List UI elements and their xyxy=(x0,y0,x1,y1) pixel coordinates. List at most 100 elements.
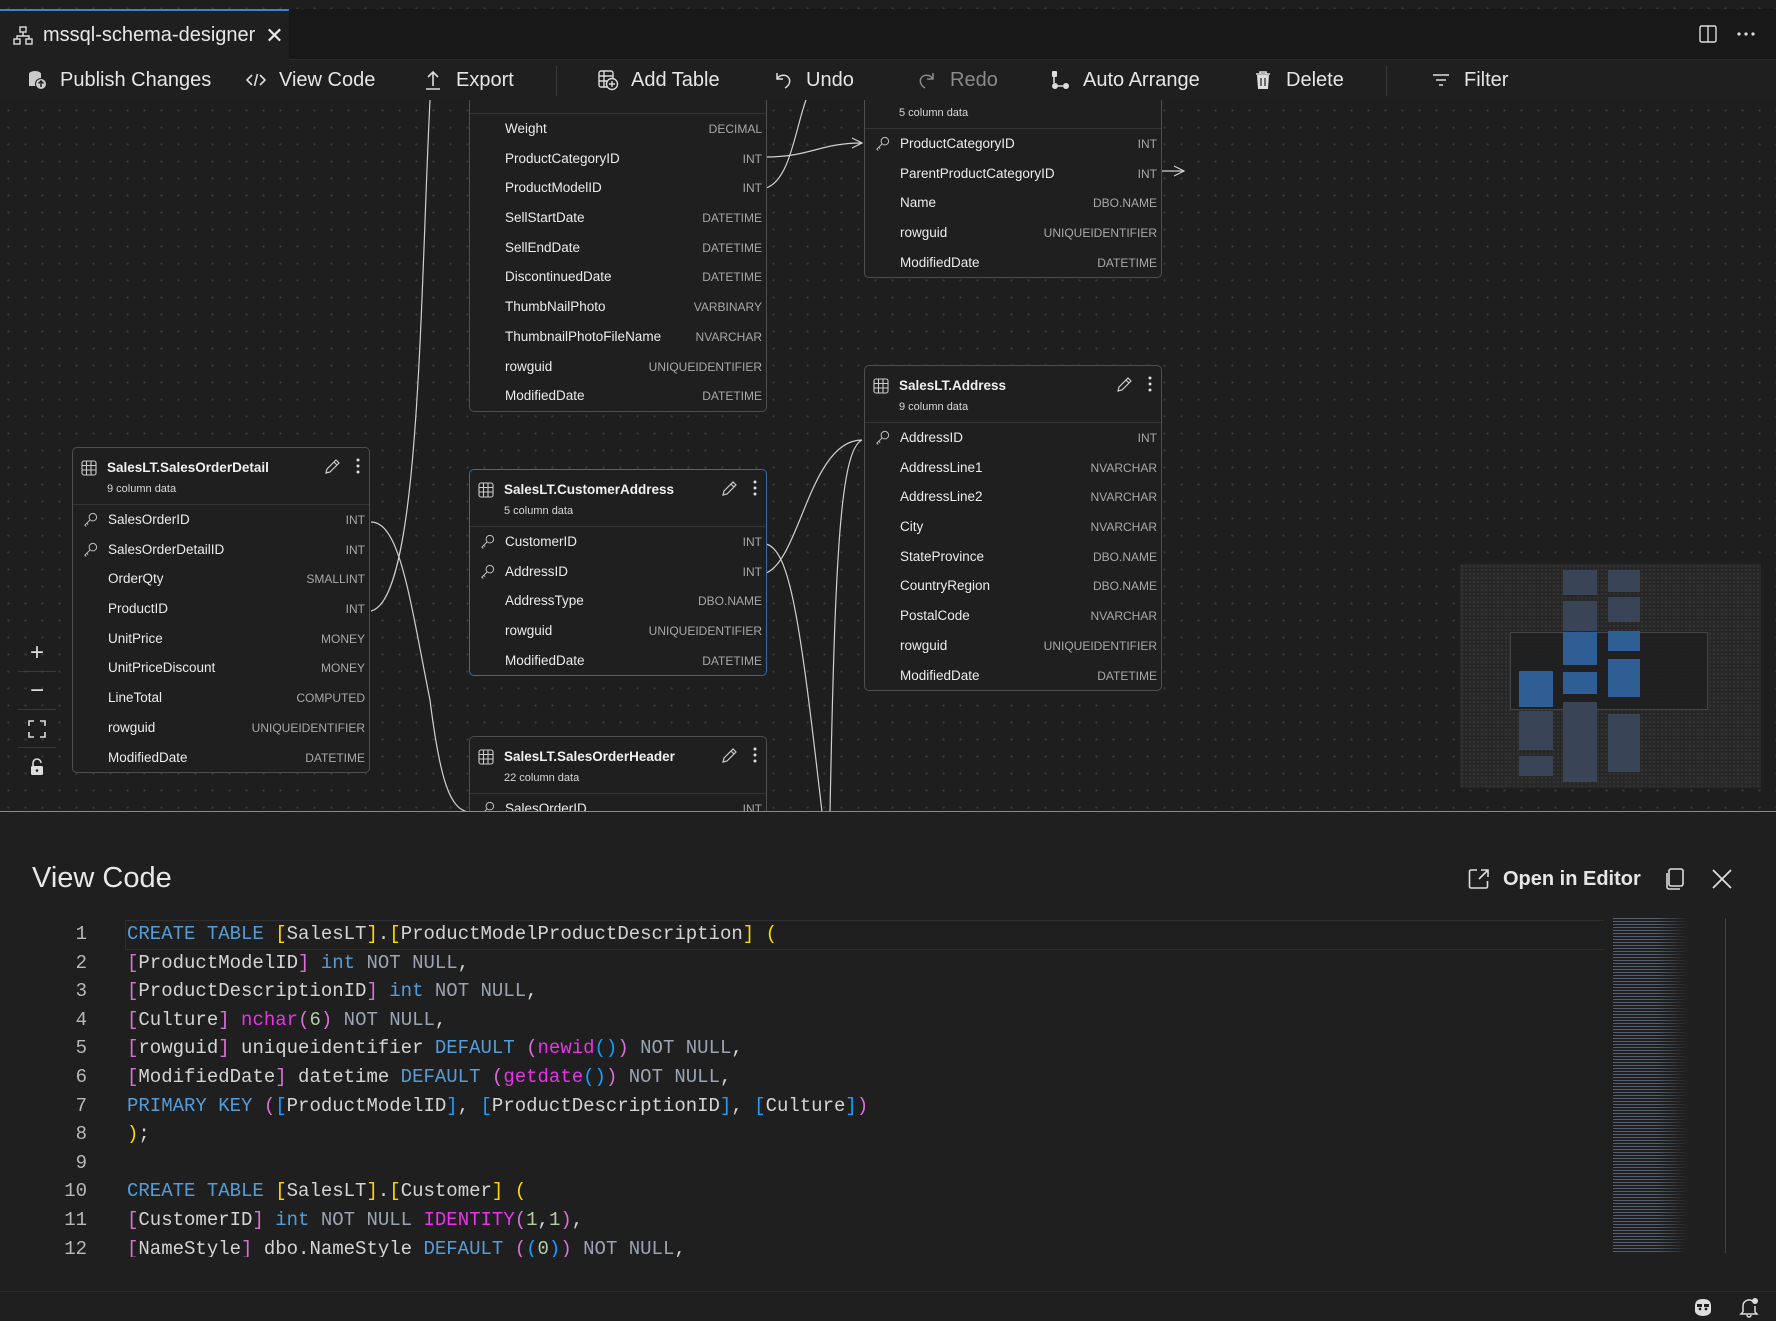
column-row[interactable]: AddressID INT xyxy=(865,423,1161,453)
column-type: NVARCHAR xyxy=(695,329,762,344)
edit-pencil-icon[interactable] xyxy=(720,480,738,498)
add-table-button[interactable]: Add Table xyxy=(597,60,720,100)
delete-button[interactable]: Delete xyxy=(1252,60,1344,100)
column-row[interactable]: SalesOrderID INT xyxy=(470,794,766,811)
edit-pencil-icon[interactable] xyxy=(720,747,738,765)
column-row[interactable]: ProductCategoryID INT xyxy=(865,129,1161,159)
code-token: DEFAULT xyxy=(434,1037,515,1060)
column-row[interactable]: LineTotal COMPUTED xyxy=(73,683,369,713)
edit-pencil-icon[interactable] xyxy=(1115,376,1133,394)
column-row[interactable]: rowguid UNIQUEIDENTIFIER xyxy=(470,352,766,382)
more-options-icon[interactable] xyxy=(355,457,361,480)
column-row[interactable]: PostalCode NVARCHAR xyxy=(865,601,1161,631)
code-token: ] xyxy=(241,1237,253,1257)
close-tab-icon[interactable]: ✕ xyxy=(265,22,284,48)
split-editor-icon[interactable] xyxy=(1698,24,1718,44)
publish-changes-button[interactable]: Publish Changes xyxy=(26,60,211,100)
table-node[interactable]: 5 column data ProductCategoryID INT ParentP… xyxy=(864,71,1162,279)
open-in-editor-button[interactable]: Open in Editor xyxy=(1467,867,1641,891)
minimap[interactable] xyxy=(1460,564,1761,788)
tab-mssql-schema-designer[interactable]: mssql-schema-designer ✕ xyxy=(0,9,289,60)
column-row[interactable]: ModifiedDate DATETIME xyxy=(470,646,766,676)
column-row[interactable]: ModifiedDate DATETIME xyxy=(73,743,369,773)
more-options-icon[interactable] xyxy=(752,479,758,502)
column-row[interactable]: ModifiedDate DATETIME xyxy=(865,661,1161,691)
filter-button[interactable]: Filter xyxy=(1430,60,1508,100)
fit-view-button[interactable] xyxy=(18,710,56,748)
product-to-category-link[interactable] xyxy=(765,142,863,158)
table-node[interactable]: Weight DECIMAL ProductCategoryID INT Product… xyxy=(469,56,767,412)
column-row[interactable]: ParentProductCategoryID INT xyxy=(865,159,1161,189)
column-row[interactable]: CountryRegion DBO.NAME xyxy=(865,571,1161,601)
view-code-button[interactable]: View Code xyxy=(245,60,375,100)
code-minimap[interactable] xyxy=(1613,918,1721,1253)
code-line: 1 CREATE TABLE [SalesLT].[ProductModelPro… xyxy=(0,920,1612,950)
code-icon xyxy=(245,73,267,87)
code-token: int xyxy=(389,980,424,1003)
column-row[interactable]: SalesOrderID INT xyxy=(73,505,369,535)
customeraddress-address-link[interactable] xyxy=(765,439,863,574)
more-options-icon[interactable] xyxy=(752,746,758,769)
product-to-salesorderdetail-link[interactable] xyxy=(370,99,431,612)
column-row[interactable]: rowguid UNIQUEIDENTIFIER xyxy=(865,218,1161,248)
copy-icon[interactable] xyxy=(1664,867,1686,891)
column-row[interactable]: ProductID INT xyxy=(73,594,369,624)
edit-pencil-icon[interactable] xyxy=(323,458,341,476)
close-panel-icon[interactable] xyxy=(1711,868,1733,890)
zoom-in-button[interactable]: + xyxy=(18,634,56,672)
copilot-icon[interactable] xyxy=(1692,1296,1714,1318)
column-row[interactable]: ThumbNailPhoto VARBINARY xyxy=(470,292,766,322)
column-name: AddressType xyxy=(505,593,584,609)
code-token: [ xyxy=(275,1094,287,1117)
column-name: ThumbnailPhotoFileName xyxy=(505,328,662,344)
code-editor[interactable]: 1 CREATE TABLE [SalesLT].[ProductModelPro… xyxy=(0,920,1612,1257)
column-row[interactable]: DiscontinuedDate DATETIME xyxy=(470,262,766,292)
table-node[interactable]: SalesLT.SalesOrderDetail 9 column data Sal… xyxy=(72,447,370,774)
column-row[interactable]: SellEndDate DATETIME xyxy=(470,233,766,263)
auto-arrange-button[interactable]: Auto Arrange xyxy=(1049,60,1200,100)
auto-arrange-icon xyxy=(1052,71,1069,89)
table-node[interactable]: SalesLT.Address 9 column data AddressID INT… xyxy=(864,365,1162,692)
column-row[interactable]: SellStartDate DATETIME xyxy=(470,203,766,233)
column-row[interactable]: ModifiedDate DATETIME xyxy=(865,248,1161,278)
code-scrollbar[interactable] xyxy=(1725,918,1726,1253)
redo-button[interactable]: Redo xyxy=(916,60,998,100)
column-row[interactable]: UnitPriceDiscount MONEY xyxy=(73,653,369,683)
column-row[interactable]: StateProvince DBO.NAME xyxy=(865,542,1161,572)
code-token: 6 xyxy=(309,1008,321,1031)
column-row[interactable]: rowguid UNIQUEIDENTIFIER xyxy=(470,616,766,646)
column-row[interactable]: rowguid UNIQUEIDENTIFIER xyxy=(865,631,1161,661)
column-row[interactable]: Weight DECIMAL xyxy=(470,114,766,144)
column-row[interactable]: ProductCategoryID INT xyxy=(470,144,766,174)
column-row[interactable]: UnitPrice MONEY xyxy=(73,624,369,654)
lock-button[interactable] xyxy=(18,748,56,786)
productmodel-link[interactable] xyxy=(765,99,807,189)
code-token: . xyxy=(377,1180,390,1203)
salesorderdetail-to-header-link[interactable] xyxy=(370,521,469,811)
column-row[interactable]: ProductModelID INT xyxy=(470,173,766,203)
column-row[interactable]: AddressLine2 NVARCHAR xyxy=(865,482,1161,512)
column-row[interactable]: AddressID INT xyxy=(470,557,766,587)
column-row[interactable]: ModifiedDate DATETIME xyxy=(470,381,766,411)
toolbar-divider xyxy=(556,66,557,96)
column-row[interactable]: AddressType DBO.NAME xyxy=(470,586,766,616)
column-row[interactable]: ThumbnailPhotoFileName NVARCHAR xyxy=(470,322,766,352)
column-row[interactable]: SalesOrderDetailID INT xyxy=(73,535,369,565)
column-row[interactable]: AddressLine1 NVARCHAR xyxy=(865,453,1161,483)
table-node[interactable]: SalesLT.CustomerAddress 5 column data Cust… xyxy=(469,469,767,677)
column-row[interactable]: CustomerID INT xyxy=(470,527,766,557)
more-actions-icon[interactable] xyxy=(1736,29,1756,39)
column-row[interactable]: Name DBO.NAME xyxy=(865,188,1161,218)
export-button[interactable]: Export xyxy=(422,60,514,100)
column-row[interactable]: City NVARCHAR xyxy=(865,512,1161,542)
customeraddress-customer-link[interactable] xyxy=(765,543,823,811)
line-number: 12 xyxy=(64,1237,87,1257)
more-options-icon[interactable] xyxy=(1147,375,1153,398)
undo-button[interactable]: Undo xyxy=(772,60,854,100)
column-row[interactable]: OrderQty SMALLINT xyxy=(73,564,369,594)
notifications-bell-icon[interactable] xyxy=(1738,1296,1760,1318)
zoom-out-button[interactable]: − xyxy=(18,672,56,710)
column-row[interactable]: rowguid UNIQUEIDENTIFIER xyxy=(73,713,369,743)
table-node[interactable]: SalesLT.SalesOrderHeader 22 column data Sa… xyxy=(469,736,767,811)
address-to-header-link[interactable] xyxy=(829,439,863,811)
